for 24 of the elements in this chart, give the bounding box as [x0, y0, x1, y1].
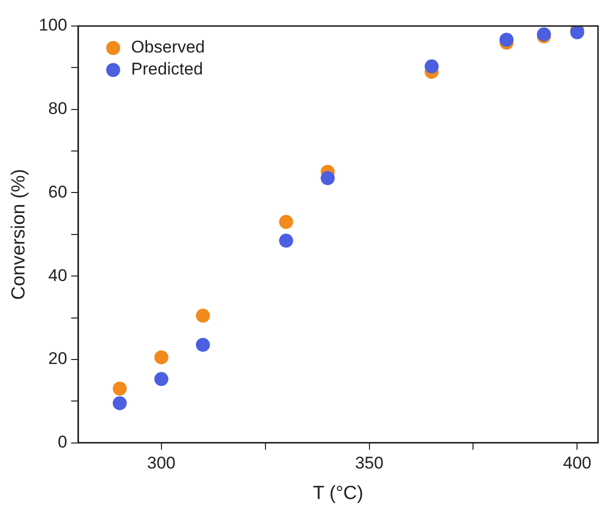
y-tick-label: 80 — [48, 99, 68, 118]
y-tick-label: 40 — [48, 266, 68, 285]
point — [154, 350, 168, 364]
y-tick-label: 0 — [58, 432, 68, 452]
point — [279, 214, 294, 229]
legend-label: Observed — [131, 38, 205, 57]
point — [196, 308, 210, 323]
y-tick-label: 20 — [48, 349, 68, 368]
point — [320, 171, 335, 186]
y-tick-label: 100 — [38, 16, 68, 35]
y-tick-label: 60 — [48, 182, 68, 202]
x-axis-title: T (°C) — [312, 482, 364, 504]
x-tick-label: 400 — [563, 454, 592, 473]
point — [196, 338, 210, 352]
y-axis-title: Conversion (%) — [8, 168, 30, 300]
legend-label: Predicted — [131, 60, 203, 79]
x-tick-label: 350 — [355, 454, 384, 473]
point — [154, 372, 168, 386]
x-tick-label: 300 — [147, 454, 176, 473]
point — [279, 234, 294, 248]
point — [112, 382, 127, 396]
point — [500, 32, 514, 47]
point — [112, 396, 127, 410]
point — [424, 59, 439, 74]
